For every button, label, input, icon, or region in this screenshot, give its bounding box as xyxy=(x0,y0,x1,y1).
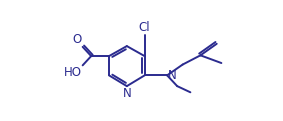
Text: HO: HO xyxy=(64,66,82,79)
Text: N: N xyxy=(123,87,131,100)
Text: O: O xyxy=(73,33,82,46)
Text: N: N xyxy=(168,69,177,82)
Text: Cl: Cl xyxy=(139,21,151,34)
